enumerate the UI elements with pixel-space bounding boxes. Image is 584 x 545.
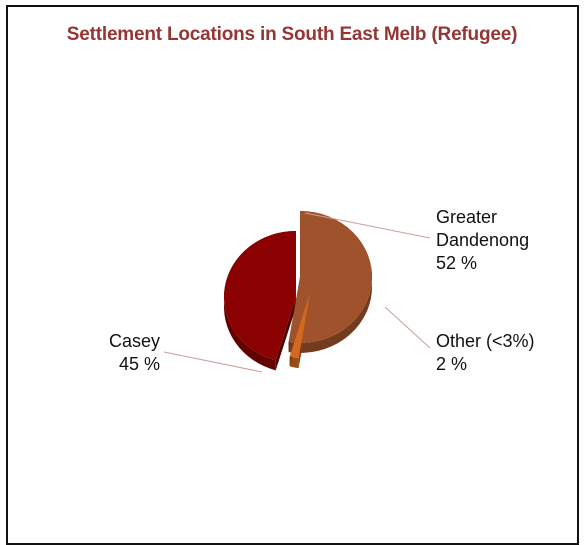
- slice-name: Casey: [108, 331, 160, 351]
- pie-slice: [223, 231, 296, 361]
- pie-slice: [289, 293, 310, 359]
- slice-value: 45 %: [118, 354, 160, 374]
- pie-slice: [288, 211, 372, 343]
- slice-name-line-2: Dandenong: [436, 230, 530, 250]
- slice-label-greater-dandenong: Greater Dandenong 52 %: [436, 206, 529, 275]
- pie-slice-wall: [275, 297, 296, 371]
- slice-label-casey: Casey 45 %: [96, 330, 160, 376]
- chart-title: Settlement Locations in South East Melb …: [66, 24, 518, 45]
- leader-line: [304, 212, 431, 239]
- slice-value: 2 %: [436, 354, 468, 374]
- pie-chart: [163, 211, 431, 373]
- leader-line: [163, 351, 263, 373]
- leader-line: [384, 306, 431, 349]
- slice-name: Other (<3%): [436, 331, 535, 351]
- slice-label-other: Other (<3%) 2 %: [436, 330, 535, 376]
- slice-name-line-1: Greater: [436, 207, 498, 227]
- slice-value: 52 %: [436, 253, 478, 273]
